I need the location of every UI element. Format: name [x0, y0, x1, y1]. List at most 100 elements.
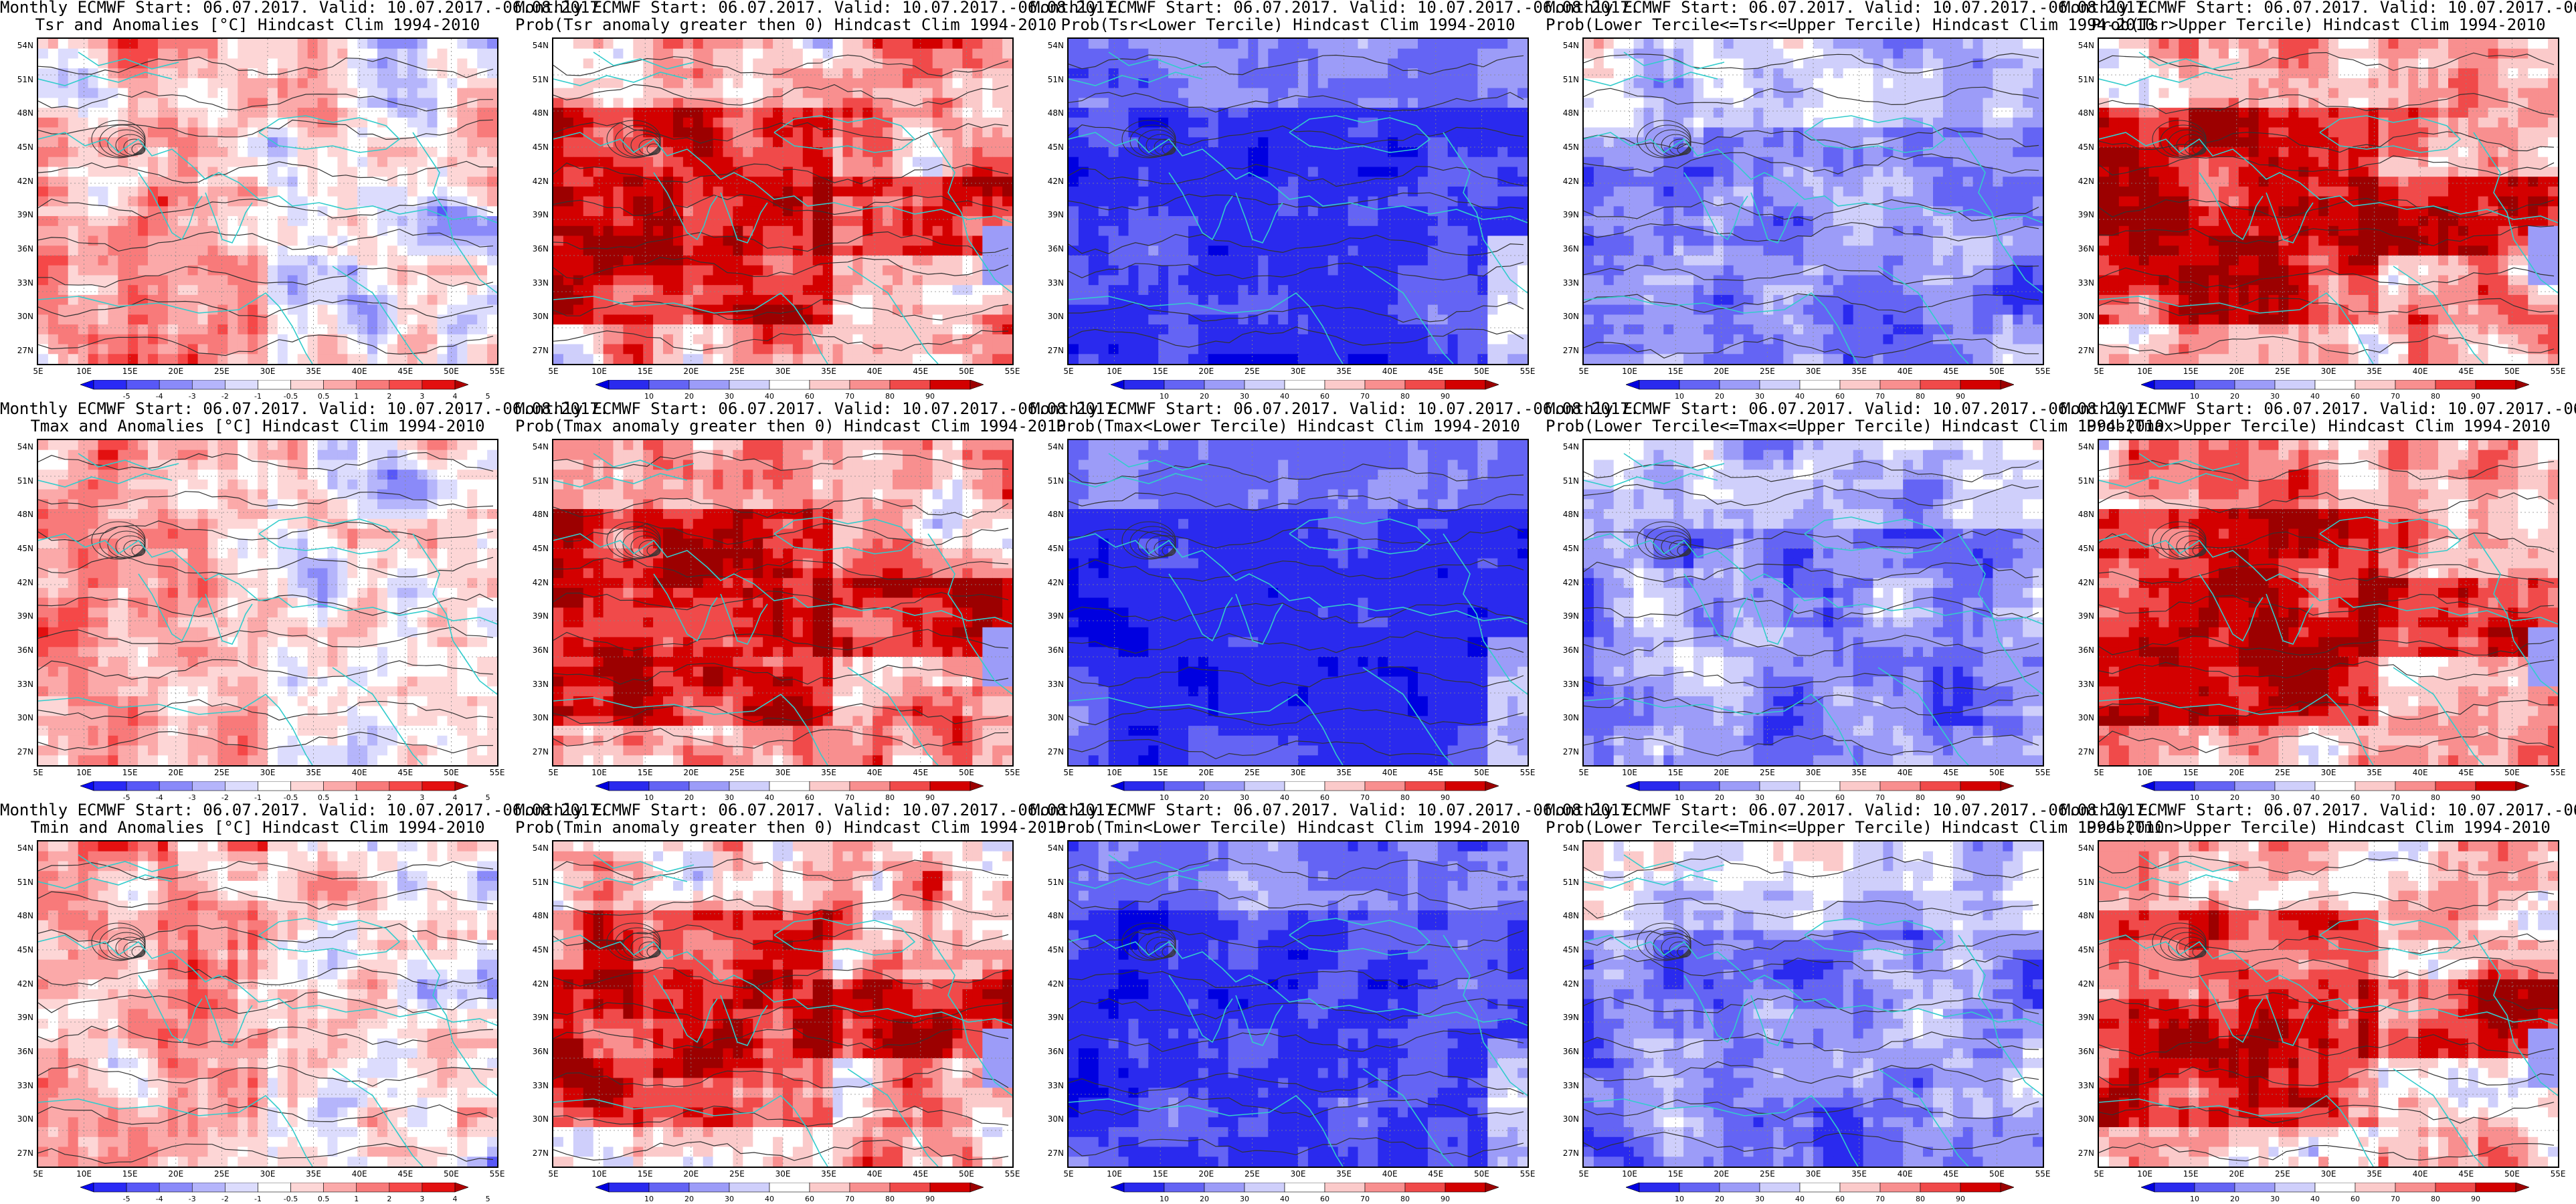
field-cell	[78, 78, 89, 89]
field-cell	[1317, 68, 1329, 79]
field-cell	[1268, 157, 1279, 167]
field-cell	[327, 344, 338, 355]
field-cell	[377, 334, 388, 345]
field-cell	[1078, 354, 1089, 364]
field-cell	[623, 304, 634, 315]
field-cell	[1507, 137, 1518, 148]
field-cell	[583, 235, 594, 246]
field-cell	[1368, 344, 1378, 355]
field-cell	[962, 147, 973, 158]
field-cell	[1208, 294, 1219, 306]
field-cell	[1487, 354, 1498, 364]
field-cell	[307, 117, 318, 128]
field-cell	[1893, 39, 1904, 49]
coastline	[968, 239, 1012, 294]
field-cell	[297, 177, 308, 187]
field-cell	[307, 39, 318, 49]
field-cell	[942, 294, 953, 306]
field-cell	[1623, 39, 1635, 49]
longitude-tick-label: 45E	[392, 367, 419, 376]
longitude-tick-label: 15E	[1147, 367, 1174, 376]
field-cell	[158, 216, 169, 227]
field-cell	[773, 324, 784, 335]
field-cell	[417, 147, 428, 158]
coastline	[553, 292, 828, 364]
field-cell	[643, 314, 654, 325]
field-cell	[258, 108, 268, 118]
field-cell	[832, 265, 844, 276]
field-cell	[922, 304, 933, 315]
field-cell	[347, 167, 358, 177]
field-cell	[763, 256, 773, 266]
field-cell	[1088, 196, 1099, 207]
field-cell	[258, 354, 268, 364]
field-cell	[623, 167, 634, 177]
field-cell	[842, 275, 853, 286]
field-cell	[673, 127, 684, 138]
field-cell	[932, 88, 943, 98]
field-cell	[613, 206, 624, 217]
field-cell	[643, 167, 654, 177]
field-cell	[1258, 39, 1269, 49]
field-cell	[1078, 88, 1089, 98]
field-cell	[603, 196, 614, 207]
field-cell	[1418, 48, 1429, 59]
field-cell	[248, 314, 258, 325]
field-cell	[1398, 98, 1408, 108]
field-cell	[1198, 108, 1209, 118]
field-cell	[992, 196, 1003, 207]
field-cell	[477, 196, 488, 207]
field-cell	[407, 304, 418, 315]
field-cell	[357, 344, 368, 355]
field-cell	[982, 39, 993, 49]
colorbar-label: 30	[1232, 392, 1257, 401]
colorbar-label: 4	[443, 392, 467, 401]
field-cell	[1398, 39, 1408, 49]
field-cell	[38, 48, 49, 59]
field-cell	[317, 245, 329, 256]
field-cell	[573, 324, 584, 335]
field-cell	[1108, 256, 1119, 266]
field-cell	[883, 206, 893, 217]
field-cell	[1437, 117, 1449, 128]
field-cell	[962, 245, 973, 256]
field-cell	[872, 78, 883, 89]
field-cell	[1208, 245, 1219, 256]
field-cell	[58, 108, 69, 118]
field-cell	[1348, 285, 1359, 296]
field-cell	[1447, 48, 1459, 59]
field-cell	[852, 256, 863, 266]
field-cell	[477, 285, 488, 296]
field-cell	[763, 314, 773, 325]
field-cell	[1148, 167, 1159, 177]
field-cell	[1338, 68, 1349, 79]
field-cell	[367, 256, 378, 266]
field-cell	[812, 78, 824, 89]
field-cell	[347, 177, 358, 187]
field-cell	[1497, 304, 1508, 315]
field-cell	[1002, 324, 1012, 335]
field-cell	[1002, 314, 1012, 325]
field-cell	[337, 196, 348, 207]
field-cell	[1298, 196, 1309, 207]
field-cell	[1823, 68, 1834, 79]
field-cell	[812, 48, 824, 59]
field-cell	[1437, 245, 1449, 256]
field-cell	[693, 324, 704, 335]
field-cell	[68, 147, 79, 158]
field-cell	[1427, 117, 1439, 128]
field-cell	[1477, 127, 1488, 138]
field-cell	[1398, 225, 1408, 237]
field-cell	[593, 225, 604, 237]
field-cell	[1278, 225, 1289, 237]
field-cell	[733, 39, 743, 49]
field-cell	[862, 354, 873, 364]
field-cell	[367, 304, 378, 315]
field-cell	[138, 245, 149, 256]
field-cell	[1188, 334, 1199, 345]
field-cell	[1398, 157, 1408, 167]
field-cell	[108, 58, 118, 69]
field-cell	[1198, 137, 1209, 148]
field-cell	[227, 285, 238, 296]
field-cell	[1307, 265, 1319, 276]
